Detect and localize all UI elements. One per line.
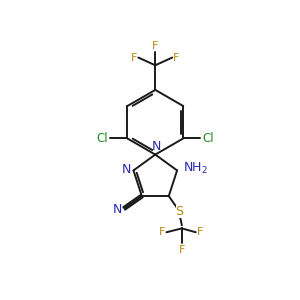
Text: N: N — [152, 140, 161, 153]
Text: F: F — [131, 52, 138, 63]
Text: NH$_2$: NH$_2$ — [183, 160, 208, 176]
Text: F: F — [173, 52, 179, 63]
Text: Cl: Cl — [96, 132, 108, 145]
Text: Cl: Cl — [202, 132, 214, 145]
Text: F: F — [179, 244, 185, 255]
Text: F: F — [152, 41, 158, 51]
Text: F: F — [159, 227, 166, 237]
Text: S: S — [176, 205, 184, 218]
Text: F: F — [196, 227, 203, 237]
Text: N: N — [112, 203, 122, 217]
Text: N: N — [122, 163, 131, 176]
